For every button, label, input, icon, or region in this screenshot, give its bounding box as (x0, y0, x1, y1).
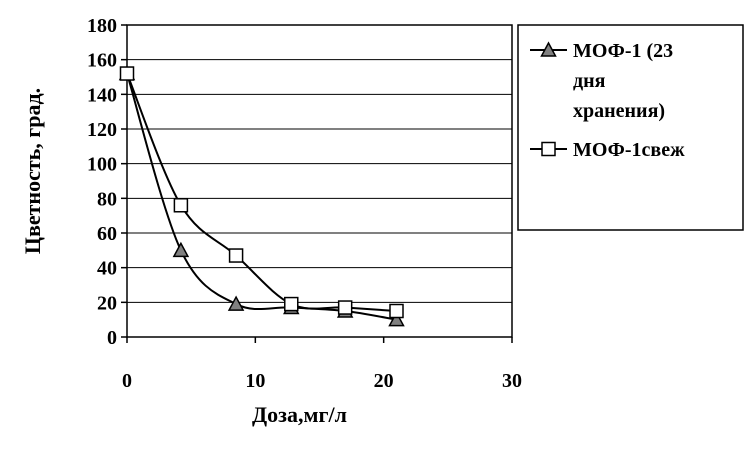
legend-label: дня (573, 70, 606, 92)
legend-marker (540, 41, 557, 57)
x-tick-label: 10 (245, 370, 265, 392)
data-point (227, 295, 245, 311)
data-point (284, 296, 299, 312)
y-axis: 0 20 40 60 80 100 120 140 160 180 (87, 15, 127, 349)
y-tick-label: 80 (97, 188, 117, 210)
y-tick-label: 20 (97, 292, 117, 314)
y-tick-label: 180 (87, 15, 117, 37)
legend: МОФ-1 (23 дня хранения) МОФ-1свеж (517, 24, 744, 231)
x-axis-title: Доза,мг/л (252, 402, 347, 427)
y-tick-label: 40 (97, 258, 117, 280)
legend-label: МОФ-1свеж (573, 139, 685, 161)
data-point (389, 303, 404, 319)
data-point (388, 311, 405, 327)
y-tick-label: 140 (87, 84, 117, 106)
data-point (337, 300, 353, 315)
x-tick-label: 30 (502, 370, 522, 392)
y-tick-label: 100 (87, 154, 117, 176)
data-point (228, 248, 244, 263)
legend-item: МОФ-1 (23 дня хранения) (530, 40, 673, 122)
series-square (119, 66, 404, 319)
x-axis: 0 10 20 30 (122, 337, 522, 392)
x-tick-label: 20 (374, 370, 394, 392)
legend-label: МОФ-1 (23 (573, 40, 673, 62)
y-axis-title: Цветность, град. (20, 88, 45, 254)
y-tick-label: 0 (107, 327, 117, 349)
legend-marker (541, 141, 556, 157)
x-tick-label: 0 (122, 370, 132, 392)
y-tick-label: 120 (87, 119, 117, 141)
data-point (119, 66, 135, 81)
legend-item: МОФ-1свеж (530, 139, 685, 161)
legend-box (517, 24, 744, 231)
series-layer (118, 64, 405, 327)
data-point (173, 198, 189, 213)
data-point (172, 241, 190, 258)
legend-label: хранения) (573, 100, 665, 122)
plot-area: 0 10 20 30 0 20 40 60 80 100 120 140 160 180 (87, 15, 522, 392)
plot-frame (126, 24, 513, 338)
y-tick-label: 60 (97, 223, 117, 245)
y-tick-label: 160 (87, 50, 117, 72)
